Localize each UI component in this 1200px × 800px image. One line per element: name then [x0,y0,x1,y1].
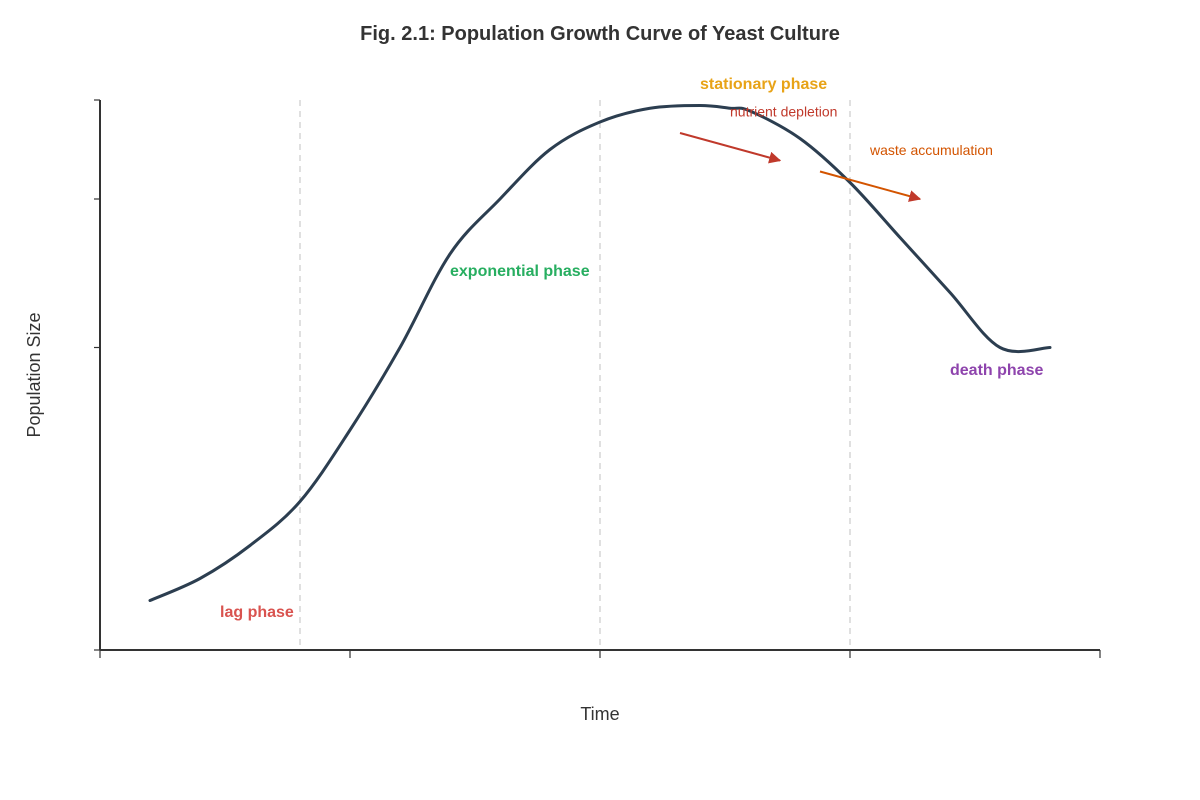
waste-label: waste accumulation [869,142,993,158]
axis-ticks [94,99,1101,658]
chart-title: Fig. 2.1: Population Growth Curve of Yea… [360,23,840,45]
death-label: death phase [950,362,1043,379]
nutrient-arrow [679,132,782,164]
nutrient-label: nutrient depletion [730,104,837,120]
phase-gridlines [299,100,851,650]
annotation-arrows [679,132,922,202]
x-axis-label: Time [580,704,619,724]
exponential-label: exponential phase [450,263,590,280]
phase-annotations: lag phase exponential phase stationary pha… [220,76,1043,621]
curve-group [148,104,1052,602]
lag-label: lag phase [220,604,294,621]
growth-curve-line [148,104,1052,602]
y-axis-label: Population Size [24,312,44,437]
waste-arrow [819,170,922,202]
stationary-label: stationary phase [700,76,827,93]
